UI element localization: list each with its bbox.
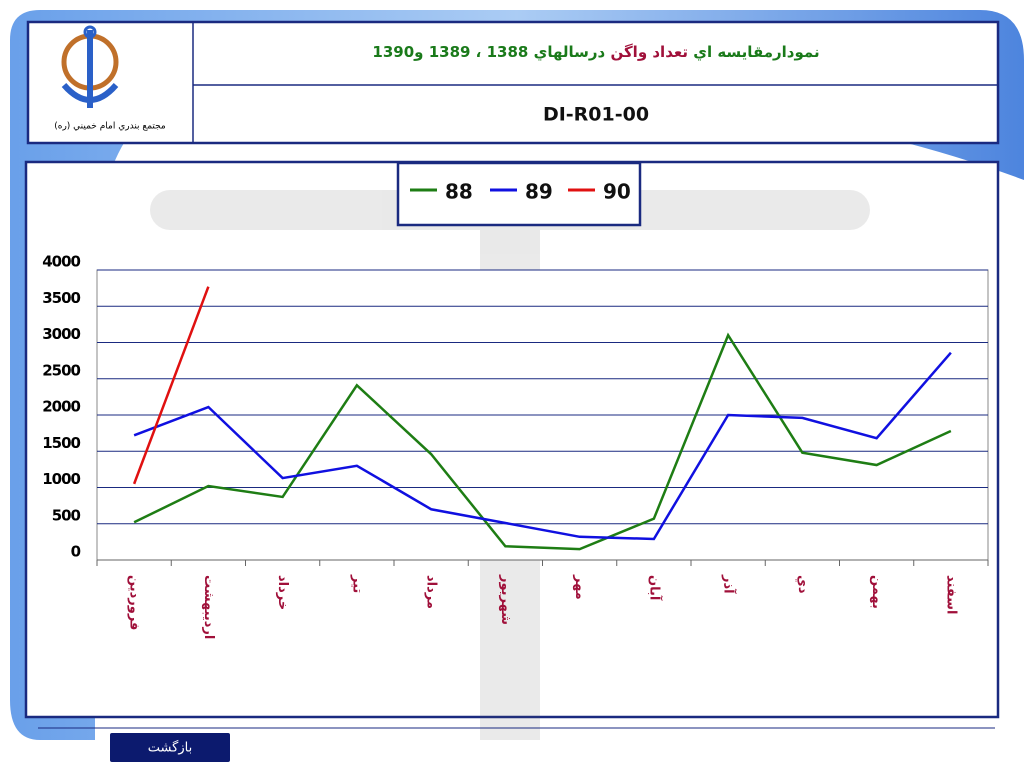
x-tick-label: فروردين [127,575,142,630]
x-tick-label: تير [349,574,364,593]
title-part: درسالهاي 1388 ، 1389 و1390 [372,43,605,62]
doc-code: DI-R01-00 [543,104,649,126]
back-button-label[interactable]: بازگشت [148,740,192,756]
x-tick-label: دي [795,575,810,594]
x-tick-label: ارديبهشت [201,575,216,639]
legend-label: 89 [525,180,553,204]
y-tick-label: 500 [52,506,81,524]
y-tick-label: 3000 [42,325,80,343]
legend-label: 90 [603,180,631,204]
slide-title: نمودارمقايسه اي تعداد واگن درسالهاي 1388… [372,43,819,62]
logo-caption: مجتمع بندري امام خميني (ره) [54,122,166,132]
y-tick-label: 1500 [42,434,80,452]
x-tick-label: خرداد [275,575,290,610]
y-tick-label: 2000 [42,398,80,416]
legend-box [396,161,642,227]
x-tick-label: مهر [572,574,587,600]
series-line [132,286,210,485]
y-tick-label: 4000 [42,253,80,271]
x-tick-label: آبان [646,575,663,601]
x-tick-label: اسفند [943,575,958,614]
title-part: نمودارمقايسه اي [693,43,819,62]
back-button[interactable] [110,733,230,762]
x-tick-label: بهمن [869,575,884,609]
x-tick-label: آذر [721,574,738,594]
x-tick-label: شهريور [498,574,513,625]
y-tick-label: 0 [71,543,81,561]
series-line [133,332,952,551]
y-tick-label: 2500 [42,361,80,379]
header-box [26,20,1000,145]
x-tick-label: مرداد [424,575,439,609]
y-tick-label: 1000 [42,470,80,488]
title-part: تعداد واگن [610,43,688,61]
logo [61,25,119,108]
y-tick-label: 3500 [42,289,80,307]
series-line [133,351,952,541]
legend-label: 88 [445,180,473,204]
